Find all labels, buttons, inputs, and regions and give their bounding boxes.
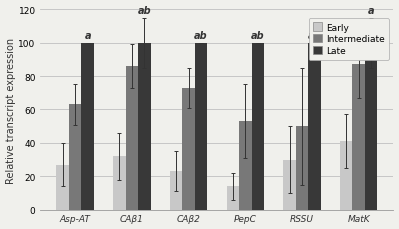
Bar: [227, 186, 239, 210]
Text: a: a: [368, 6, 375, 16]
Bar: [365, 44, 377, 210]
Text: a: a: [84, 31, 91, 41]
Bar: [138, 44, 150, 210]
Text: ab: ab: [251, 31, 265, 41]
Bar: [57, 165, 69, 210]
Text: ab: ab: [194, 31, 208, 41]
Text: ab: ab: [138, 6, 151, 16]
Bar: [296, 127, 308, 210]
Bar: [81, 44, 94, 210]
Bar: [182, 88, 195, 210]
Y-axis label: Relative transcript expression: Relative transcript expression: [6, 37, 16, 183]
Bar: [308, 44, 321, 210]
Bar: [69, 105, 81, 210]
Bar: [251, 44, 264, 210]
Bar: [113, 156, 126, 210]
Bar: [195, 44, 207, 210]
Bar: [283, 160, 296, 210]
Bar: [126, 67, 138, 210]
Bar: [170, 172, 182, 210]
Bar: [239, 122, 251, 210]
Bar: [352, 65, 365, 210]
Legend: Early, Intermediate, Late: Early, Intermediate, Late: [308, 19, 389, 60]
Text: ab: ab: [308, 31, 321, 41]
Bar: [340, 142, 352, 210]
